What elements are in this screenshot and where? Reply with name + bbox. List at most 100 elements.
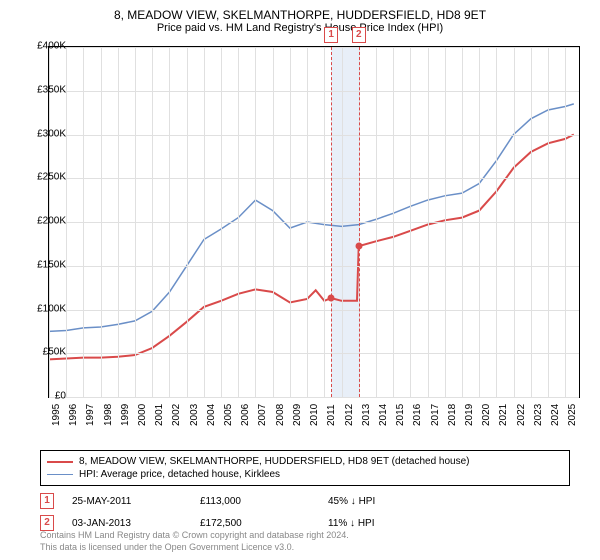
legend-color-swatch xyxy=(47,474,73,475)
sale-date: 03-JAN-2013 xyxy=(72,518,182,529)
sale-point-marker xyxy=(328,295,335,302)
gridline-vertical xyxy=(462,47,463,397)
x-axis-label: 2009 xyxy=(292,396,303,426)
y-axis-label: £100K xyxy=(24,303,66,314)
legend-label: 8, MEADOW VIEW, SKELMANTHORPE, HUDDERSFI… xyxy=(79,456,469,467)
x-axis-label: 2020 xyxy=(481,396,492,426)
x-axis-label: 2012 xyxy=(344,396,355,426)
gridline-vertical xyxy=(445,47,446,397)
x-axis-label: 2007 xyxy=(257,396,268,426)
legend-row: HPI: Average price, detached house, Kirk… xyxy=(47,468,563,481)
gridline-vertical xyxy=(496,47,497,397)
y-axis-label: £400K xyxy=(24,41,66,52)
gridline-horizontal xyxy=(49,135,579,136)
gridline-vertical xyxy=(152,47,153,397)
gridline-vertical xyxy=(187,47,188,397)
gridline-vertical xyxy=(342,47,343,397)
sale-date: 25-MAY-2011 xyxy=(72,496,182,507)
gridline-vertical xyxy=(565,47,566,397)
sale-pct-vs-hpi: 45% ↓ HPI xyxy=(328,496,448,507)
sale-row-marker: 1 xyxy=(40,493,54,509)
x-axis-label: 2022 xyxy=(516,396,527,426)
series-price_paid xyxy=(49,135,574,360)
gridline-horizontal xyxy=(49,222,579,223)
sale-marker-line xyxy=(331,47,332,397)
series-hpi xyxy=(49,104,574,332)
footer-attribution: Contains HM Land Registry data © Crown c… xyxy=(40,530,349,553)
y-axis-label: £200K xyxy=(24,216,66,227)
x-axis-label: 2025 xyxy=(567,396,578,426)
legend-label: HPI: Average price, detached house, Kirk… xyxy=(79,469,280,480)
gridline-vertical xyxy=(135,47,136,397)
legend-color-swatch xyxy=(47,461,73,463)
x-axis-label: 2019 xyxy=(464,396,475,426)
x-axis-label: 2008 xyxy=(275,396,286,426)
gridline-vertical xyxy=(393,47,394,397)
sale-pct-vs-hpi: 11% ↓ HPI xyxy=(328,518,448,529)
sale-records: 1 25-MAY-2011 £113,000 45% ↓ HPI 2 03-JAN-201… xyxy=(40,490,448,534)
sale-price: £113,000 xyxy=(200,496,310,507)
sale-marker-box: 1 xyxy=(324,27,338,43)
gridline-vertical xyxy=(238,47,239,397)
x-axis-label: 1997 xyxy=(85,396,96,426)
x-axis-label: 2000 xyxy=(137,396,148,426)
x-axis-label: 2021 xyxy=(498,396,509,426)
gridline-horizontal xyxy=(49,353,579,354)
x-axis-label: 2016 xyxy=(412,396,423,426)
x-axis-label: 2024 xyxy=(550,396,561,426)
y-axis-label: £300K xyxy=(24,128,66,139)
gridline-vertical xyxy=(531,47,532,397)
gridline-vertical xyxy=(428,47,429,397)
y-axis-label: £50K xyxy=(24,347,66,358)
x-axis-label: 2005 xyxy=(223,396,234,426)
legend-box: 8, MEADOW VIEW, SKELMANTHORPE, HUDDERSFI… xyxy=(40,450,570,486)
x-axis-label: 1996 xyxy=(68,396,79,426)
legend-row: 8, MEADOW VIEW, SKELMANTHORPE, HUDDERSFI… xyxy=(47,455,563,468)
x-axis-label: 2003 xyxy=(189,396,200,426)
x-axis-label: 2002 xyxy=(171,396,182,426)
gridline-vertical xyxy=(514,47,515,397)
x-axis-label: 2017 xyxy=(430,396,441,426)
gridline-horizontal xyxy=(49,91,579,92)
gridline-horizontal xyxy=(49,266,579,267)
gridline-vertical xyxy=(290,47,291,397)
x-axis-label: 2006 xyxy=(240,396,251,426)
gridline-horizontal xyxy=(49,47,579,48)
footer-line-2: This data is licensed under the Open Gov… xyxy=(40,542,349,554)
gridline-vertical xyxy=(169,47,170,397)
gridline-horizontal xyxy=(49,310,579,311)
chart-plot-area: 12 xyxy=(48,46,580,398)
gridline-vertical xyxy=(66,47,67,397)
y-axis-label: £150K xyxy=(24,259,66,270)
gridline-vertical xyxy=(118,47,119,397)
x-axis-label: 2011 xyxy=(326,396,337,426)
x-axis-label: 1998 xyxy=(103,396,114,426)
chart-subtitle: Price paid vs. HM Land Registry's House … xyxy=(0,22,600,38)
chart-title: 8, MEADOW VIEW, SKELMANTHORPE, HUDDERSFI… xyxy=(0,0,600,22)
chart-container: 8, MEADOW VIEW, SKELMANTHORPE, HUDDERSFI… xyxy=(0,0,600,560)
x-axis-label: 2018 xyxy=(447,396,458,426)
x-axis-label: 2015 xyxy=(395,396,406,426)
gridline-vertical xyxy=(273,47,274,397)
x-axis-label: 2001 xyxy=(154,396,165,426)
sale-row-marker: 2 xyxy=(40,515,54,531)
gridline-vertical xyxy=(255,47,256,397)
y-axis-label: £350K xyxy=(24,84,66,95)
x-axis-label: 2014 xyxy=(378,396,389,426)
gridline-vertical xyxy=(479,47,480,397)
gridline-vertical xyxy=(221,47,222,397)
x-axis-label: 1995 xyxy=(51,396,62,426)
sale-price: £172,500 xyxy=(200,518,310,529)
x-axis-label: 2013 xyxy=(361,396,372,426)
gridline-vertical xyxy=(101,47,102,397)
gridline-vertical xyxy=(324,47,325,397)
gridline-vertical xyxy=(83,47,84,397)
footer-line-1: Contains HM Land Registry data © Crown c… xyxy=(40,530,349,542)
gridline-vertical xyxy=(410,47,411,397)
gridline-vertical xyxy=(307,47,308,397)
sale-marker-line xyxy=(359,47,360,397)
x-axis-label: 1999 xyxy=(120,396,131,426)
sale-row: 1 25-MAY-2011 £113,000 45% ↓ HPI xyxy=(40,490,448,512)
gridline-horizontal xyxy=(49,178,579,179)
x-axis-label: 2004 xyxy=(206,396,217,426)
